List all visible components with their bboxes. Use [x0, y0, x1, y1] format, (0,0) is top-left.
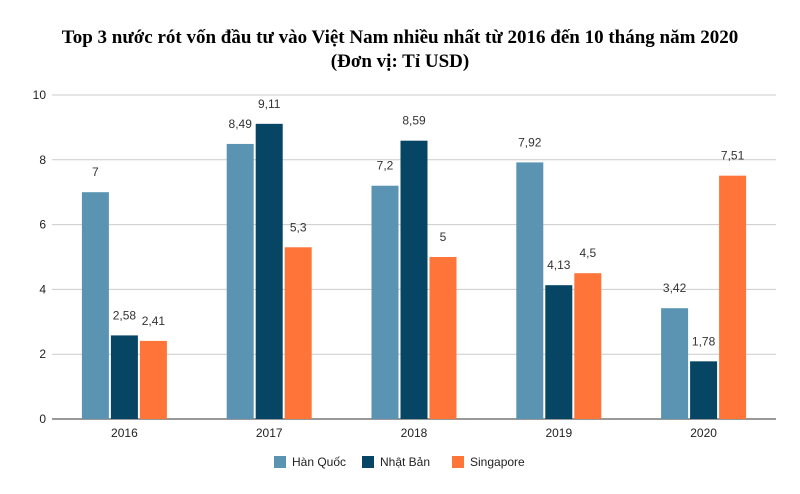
- legend-swatch: [362, 456, 374, 468]
- chart-title: Top 3 nước rót vốn đầu tư vào Việt Nam n…: [61, 27, 739, 48]
- data-label: 7,92: [518, 135, 542, 149]
- data-label: 7: [92, 165, 99, 179]
- legend-label: Hàn Quốc: [292, 455, 346, 469]
- legend-swatch: [452, 456, 464, 468]
- bar: [690, 361, 718, 419]
- bar: [429, 257, 457, 419]
- x-axis-ticks: 2016 2017 2018 2019 2020: [111, 426, 717, 440]
- data-label: 8,59: [402, 114, 426, 128]
- x-tick-label: 2017: [256, 426, 283, 440]
- bar: [516, 162, 544, 419]
- data-label: 7,51: [721, 149, 745, 163]
- data-label: 2,41: [142, 314, 166, 328]
- data-label: 2,58: [113, 308, 137, 322]
- data-label: 3,42: [663, 281, 687, 295]
- chart-title-block: Top 3 nước rót vốn đầu tư vào Việt Nam n…: [0, 26, 800, 74]
- x-tick-label: 2020: [690, 426, 717, 440]
- y-tick-label: 8: [39, 153, 46, 167]
- bar: [661, 308, 689, 419]
- bar: [574, 273, 602, 419]
- y-tick-label: 10: [33, 88, 47, 102]
- bar: [255, 123, 283, 419]
- data-label: 7,2: [377, 159, 394, 173]
- y-tick-label: 6: [39, 218, 46, 232]
- y-tick-label: 2: [39, 347, 46, 361]
- x-tick-label: 2016: [111, 426, 138, 440]
- bar: [400, 140, 428, 419]
- legend: Hàn Quốc Nhật Bản Singapore: [274, 455, 525, 469]
- legend-label: Singapore: [470, 455, 525, 469]
- y-tick-label: 4: [39, 282, 46, 296]
- data-label: 1,78: [692, 334, 716, 348]
- bar: [371, 185, 399, 419]
- bar: [545, 285, 573, 419]
- bar: [226, 143, 254, 419]
- data-label: 5: [440, 230, 447, 244]
- chart-subtitle: (Đơn vị: Tỉ USD): [330, 51, 470, 72]
- y-axis-ticks: 0 2 4 6 8 10: [33, 88, 47, 426]
- legend-swatch: [274, 456, 286, 468]
- bars: [81, 123, 747, 419]
- data-label: 9,11: [258, 97, 281, 111]
- x-tick-label: 2019: [545, 426, 572, 440]
- bar: [81, 192, 109, 419]
- x-tick-label: 2018: [401, 426, 428, 440]
- bar: [284, 247, 312, 419]
- data-label: 5,3: [290, 220, 307, 234]
- bar: [139, 340, 167, 419]
- bar: [719, 175, 747, 419]
- bar: [110, 335, 138, 419]
- data-label: 8,49: [229, 117, 253, 131]
- data-label: 4,5: [579, 246, 596, 260]
- legend-label: Nhật Bản: [380, 455, 430, 469]
- data-labels: 7 2,58 2,41 8,49 9,11 5,3 7,2 8,59 5 7,92 4,13 4,5 3…: [92, 97, 745, 348]
- y-tick-label: 0: [39, 412, 46, 426]
- data-label: 4,13: [547, 258, 571, 272]
